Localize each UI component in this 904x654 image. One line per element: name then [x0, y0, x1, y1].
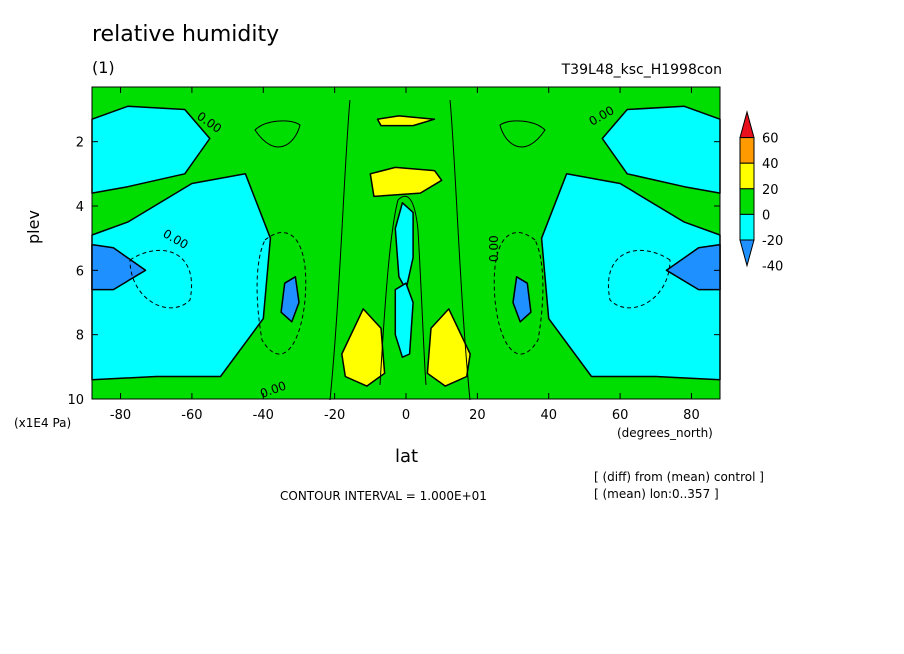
contour-region — [540, 173, 721, 381]
x-tick-label: 0 — [402, 408, 410, 423]
x-axis-unit: (degrees_north) — [617, 426, 713, 440]
contour-interval: CONTOUR INTERVAL = 1.000E+01 — [280, 489, 487, 503]
colorbar-swatch — [739, 162, 755, 190]
colorbar-swatch — [739, 188, 755, 215]
colorbar-swatch — [739, 137, 755, 164]
contour-lines — [129, 99, 671, 401]
contour-line — [379, 195, 427, 386]
x-tick-label: 80 — [683, 408, 700, 423]
contour-region — [426, 308, 471, 387]
x-tick-label: -80 — [110, 408, 131, 423]
y-ticks: 2 4 6 8 10 — [67, 136, 720, 408]
y-tick-label: 2 — [76, 136, 84, 151]
run-name: T39L48_ksc_H1998con — [561, 62, 722, 78]
contour-line — [129, 249, 192, 309]
x-ticks: -80 -60 -40 -20 0 20 40 60 80 — [110, 87, 700, 423]
colorbar-label: 40 — [762, 157, 779, 172]
contour-label: 0.00 — [487, 235, 501, 262]
contour-region — [91, 105, 211, 194]
colorbar-swatch — [739, 213, 755, 241]
x-tick-label: -20 — [324, 408, 345, 423]
x-tick-label: -40 — [253, 408, 274, 423]
contour-region — [91, 173, 272, 381]
contour-region — [394, 282, 414, 358]
y-tick-label: 8 — [76, 329, 84, 344]
colorbar-label: 20 — [762, 183, 779, 198]
chart-title: relative humidity — [92, 22, 280, 47]
contour-region — [601, 105, 721, 194]
contour-line — [256, 232, 307, 355]
contour-line — [493, 232, 544, 355]
filled-regions — [91, 105, 721, 387]
x-tick-label: 60 — [612, 408, 629, 423]
contour-line — [499, 120, 546, 148]
y-tick-label: 4 — [76, 200, 84, 215]
y-tick-label: 6 — [76, 264, 84, 279]
x-tick-label: -60 — [181, 408, 202, 423]
contour-region — [369, 166, 443, 198]
colorbar-cap-top — [739, 110, 755, 139]
colorbar-label: -40 — [762, 260, 783, 275]
chart-subtitle: (1) — [92, 58, 115, 77]
colorbar-label: 60 — [762, 132, 779, 147]
colorbar-label: -20 — [762, 234, 783, 249]
y-axis-unit: (x1E4 Pa) — [14, 416, 72, 430]
mean-note: [ (mean) lon:0..357 ] — [594, 487, 719, 501]
contour-region — [280, 276, 300, 323]
x-tick-label: 20 — [469, 408, 486, 423]
x-tick-label: 40 — [540, 408, 557, 423]
contour-line — [608, 249, 671, 309]
contour-line — [254, 120, 301, 148]
contour-region — [341, 308, 386, 387]
y-tick-label: 10 — [67, 393, 84, 408]
contour-region — [376, 115, 436, 127]
colorbar-label: 0 — [762, 208, 770, 223]
colorbar: 60 40 20 0 -20 -40 — [739, 110, 783, 275]
diff-note: [ (diff) from (mean) control ] — [594, 470, 764, 484]
x-axis-label: lat — [395, 446, 419, 467]
contour-line — [329, 99, 471, 401]
colorbar-cap-bottom — [739, 239, 755, 268]
contour-region — [512, 276, 532, 323]
contour-region — [394, 202, 414, 291]
